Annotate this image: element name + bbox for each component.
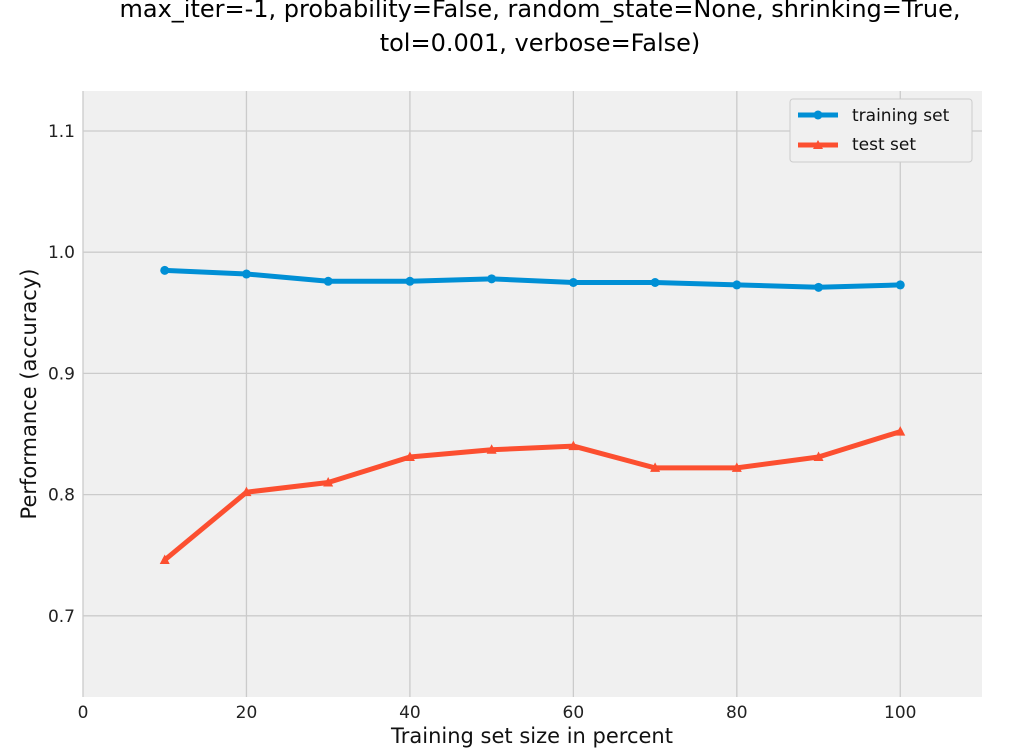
data-point-training-set <box>732 280 742 290</box>
data-point-test-set <box>159 554 170 565</box>
y-tick-label: 0.7 <box>48 607 75 627</box>
x-tick-label: 100 <box>884 703 916 723</box>
data-point-training-set <box>650 277 660 287</box>
data-point-test-set <box>731 462 742 472</box>
x-tick-label: 80 <box>726 703 748 723</box>
y-tick-label: 1.1 <box>48 122 75 142</box>
legend: training set test set <box>789 98 973 163</box>
x-tick-label: 60 <box>563 703 585 723</box>
legend-label-test-set: test set <box>852 135 916 155</box>
grid-lines <box>82 91 982 697</box>
data-point-test-set <box>813 451 824 462</box>
series-line-training-set <box>162 267 903 290</box>
data-point-test-set <box>404 451 415 462</box>
data-point-training-set <box>487 274 497 284</box>
legend-label-training-set: training set <box>852 106 950 126</box>
data-point-training-set <box>160 265 170 275</box>
data-point-training-set <box>814 282 824 292</box>
data-point-test-set <box>323 476 334 487</box>
data-point-test-set <box>486 444 497 454</box>
y-tick-label: 1.0 <box>48 243 75 263</box>
legend-marker-test-set <box>813 140 823 149</box>
legend-marker-training-set <box>813 110 823 120</box>
data-point-training-set <box>405 276 415 286</box>
x-tick-label: 0 <box>78 703 89 723</box>
data-point-training-set <box>241 269 251 279</box>
y-tick-label: 0.9 <box>48 364 75 384</box>
tick-labels: 0 20 40 60 80 100 0.7 0.8 0.9 1.0 1.1 <box>48 122 917 723</box>
data-point-training-set <box>568 277 578 287</box>
x-tick-label: 40 <box>399 703 421 723</box>
series-line-test-set <box>162 429 903 563</box>
plot-area <box>83 91 982 697</box>
x-tick-label: 20 <box>236 703 258 723</box>
y-axis-label: Performance (accuracy) <box>17 269 41 520</box>
data-point-test-set <box>241 486 252 497</box>
data-point-test-set <box>568 440 579 451</box>
data-point-training-set <box>323 276 333 286</box>
data-point-test-set <box>650 462 661 472</box>
chart-title-line-1: max_iter=-1, probability=False, random_s… <box>119 0 960 23</box>
series-layer <box>159 265 906 565</box>
x-axis-label: Training set size in percent <box>390 724 673 748</box>
data-point-test-set <box>895 426 906 436</box>
data-point-training-set <box>895 280 905 290</box>
y-tick-label: 0.8 <box>48 486 75 506</box>
chart-title-line-2: tol=0.001, verbose=False) <box>380 29 701 57</box>
